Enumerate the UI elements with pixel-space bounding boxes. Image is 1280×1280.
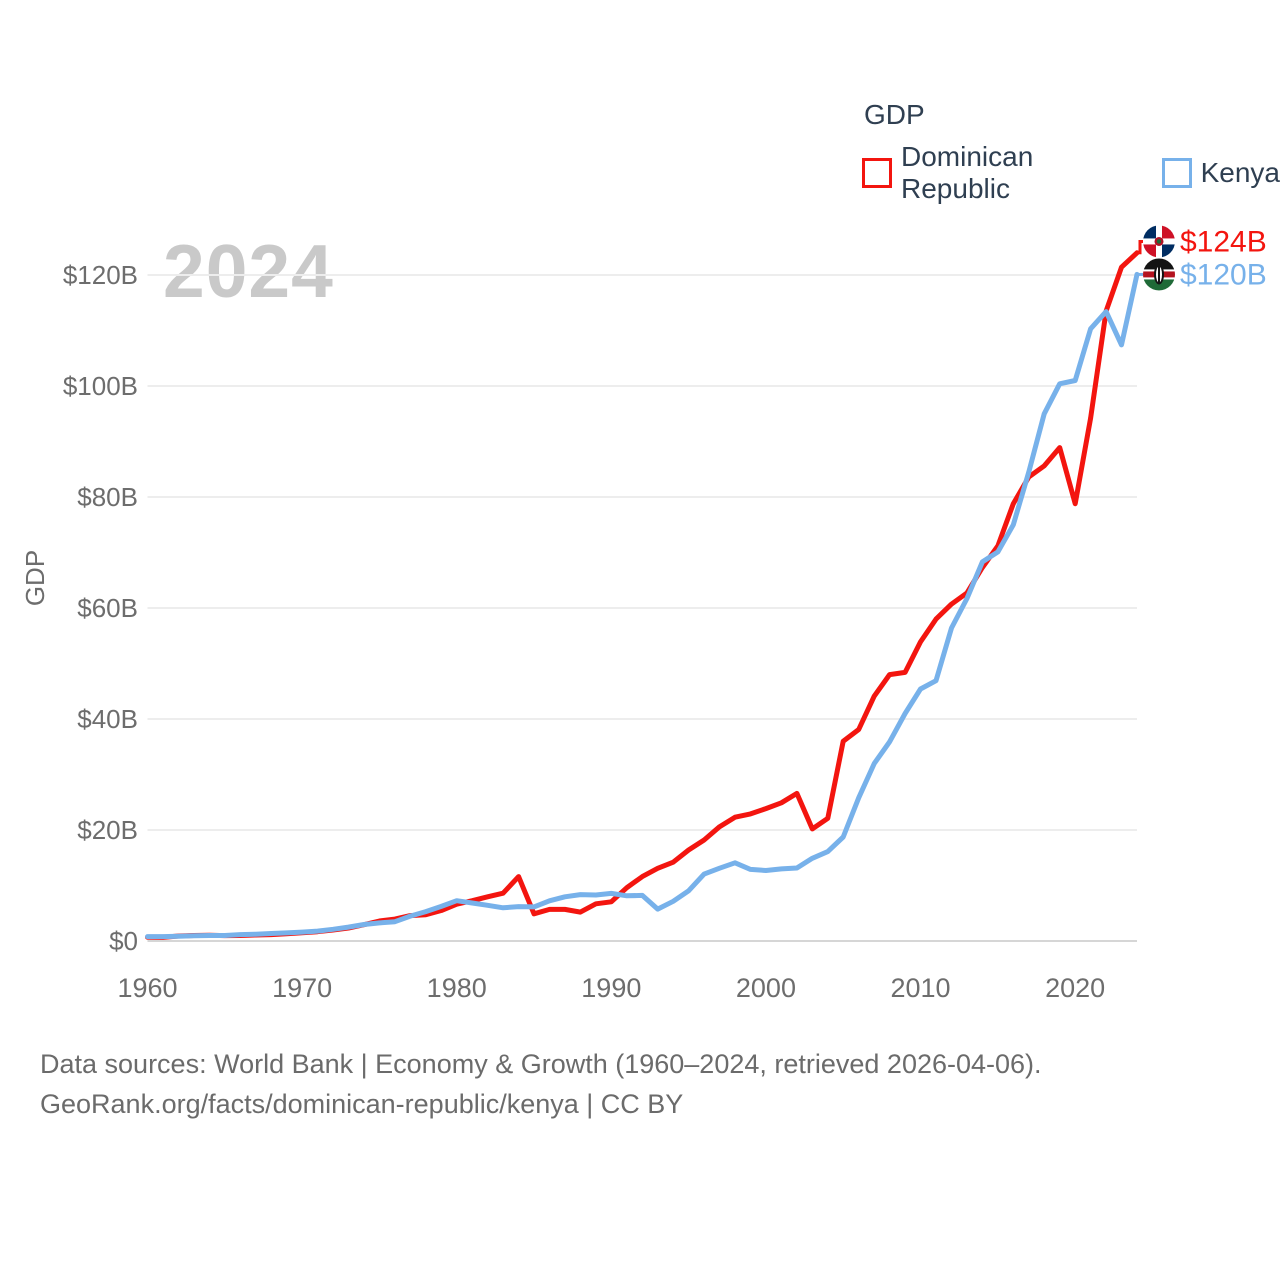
- kenya-flag-icon: [1143, 258, 1175, 291]
- end-marker-dominican-republic: $124B: [1137, 225, 1267, 258]
- series-line-kenya[interactable]: [145, 271, 1140, 940]
- chart-legend: Dominican Republic Kenya: [862, 141, 1280, 205]
- y-tick-label: $100B: [63, 371, 138, 401]
- y-tick-label: $80B: [77, 482, 138, 512]
- y-tick-label: $40B: [77, 704, 138, 734]
- end-value-label: $120B: [1180, 258, 1267, 291]
- x-tick-label: 1970: [272, 973, 332, 1003]
- source-line-1: Data sources: World Bank | Economy & Gro…: [40, 1049, 1042, 1079]
- year-watermark: 2024: [163, 229, 334, 313]
- end-connector: [1137, 239, 1143, 255]
- dominican-republic-flag-icon: [1143, 225, 1175, 258]
- legend-label: Kenya: [1200, 157, 1280, 188]
- end-marker-kenya: $120B: [1137, 258, 1267, 291]
- x-tick-label: 2000: [736, 973, 796, 1003]
- y-tick-label: $60B: [77, 593, 138, 623]
- y-tick-label: $120B: [63, 260, 138, 290]
- y-tick-label: $20B: [77, 815, 138, 845]
- legend-item-kenya[interactable]: Kenya: [1161, 157, 1280, 189]
- legend-title: GDP: [864, 99, 925, 130]
- source-attribution: Data sources: World Bank | Economy & Gro…: [40, 1044, 1042, 1124]
- legend-label: Dominican Republic: [901, 141, 1034, 204]
- series-line-dominican-republic[interactable]: [145, 250, 1140, 940]
- x-tick-label: 2020: [1045, 973, 1105, 1003]
- end-value-label: $124B: [1180, 225, 1267, 258]
- source-line-2: GeoRank.org/facts/dominican-republic/ken…: [40, 1089, 684, 1119]
- legend-swatch-dominican-republic: [862, 158, 892, 188]
- y-axis-title: GDP: [20, 550, 50, 606]
- x-tick-label: 2010: [891, 973, 951, 1003]
- x-tick-label: 1980: [427, 973, 487, 1003]
- legend-item-dominican-republic[interactable]: Dominican Republic: [862, 141, 1143, 205]
- x-tick-label: 1960: [117, 973, 177, 1003]
- legend-swatch-kenya: [1161, 158, 1192, 188]
- x-tick-label: 1990: [581, 973, 641, 1003]
- y-tick-label: $0: [109, 926, 138, 956]
